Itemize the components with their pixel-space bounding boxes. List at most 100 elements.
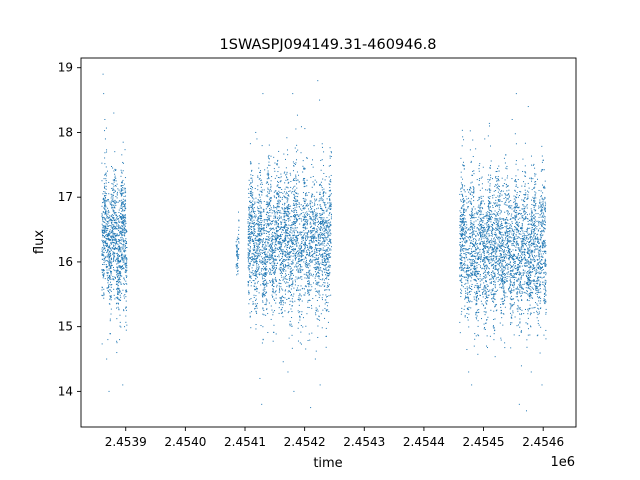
data-point xyxy=(296,220,298,222)
data-point xyxy=(309,254,311,256)
data-point xyxy=(114,179,116,180)
data-point xyxy=(249,215,251,216)
data-point xyxy=(312,241,314,243)
data-point xyxy=(313,237,315,239)
data-point xyxy=(121,266,123,268)
data-point xyxy=(283,221,285,223)
data-point xyxy=(236,264,238,266)
data-point xyxy=(542,192,544,194)
data-point xyxy=(328,228,330,230)
data-point xyxy=(530,312,532,314)
data-point xyxy=(297,260,299,262)
data-point xyxy=(252,259,254,261)
data-point xyxy=(248,209,250,211)
data-point xyxy=(236,254,238,256)
data-point xyxy=(121,194,123,196)
data-point xyxy=(479,242,481,244)
data-point xyxy=(475,252,477,254)
data-point xyxy=(120,275,122,277)
data-point xyxy=(328,270,330,272)
data-point xyxy=(271,212,273,214)
data-point xyxy=(318,272,320,274)
data-point xyxy=(254,238,256,240)
data-point xyxy=(114,207,116,209)
data-point xyxy=(106,215,108,217)
data-point xyxy=(304,246,306,248)
data-point xyxy=(299,259,301,261)
data-point xyxy=(106,238,108,240)
data-point xyxy=(279,269,281,271)
data-point xyxy=(118,225,120,227)
data-point xyxy=(315,295,317,297)
data-point xyxy=(324,222,326,224)
data-point xyxy=(314,251,316,253)
data-point xyxy=(323,223,325,225)
data-point xyxy=(258,273,260,275)
data-point xyxy=(292,273,294,275)
data-point xyxy=(271,247,273,249)
data-point xyxy=(110,253,112,255)
data-point xyxy=(288,252,290,254)
data-point xyxy=(254,261,256,263)
data-point xyxy=(247,231,249,233)
data-point xyxy=(108,256,110,258)
data-point xyxy=(250,233,252,235)
data-point xyxy=(317,237,319,239)
data-point xyxy=(496,269,498,271)
data-point xyxy=(262,251,264,253)
data-point xyxy=(284,237,286,239)
data-point xyxy=(295,220,297,222)
data-point xyxy=(326,232,328,234)
data-point xyxy=(528,263,530,265)
data-point xyxy=(251,258,253,260)
data-point xyxy=(285,265,287,267)
data-point xyxy=(252,240,254,242)
data-point xyxy=(469,247,471,249)
data-point xyxy=(271,267,273,269)
data-point xyxy=(298,231,300,233)
data-point xyxy=(250,194,252,196)
data-point xyxy=(498,196,500,198)
data-point xyxy=(104,187,106,189)
data-point xyxy=(257,243,259,245)
data-point xyxy=(248,292,250,294)
data-point xyxy=(322,178,324,180)
data-point xyxy=(516,256,518,258)
data-point xyxy=(476,292,478,294)
data-point xyxy=(112,228,114,230)
data-point xyxy=(287,204,289,206)
data-point xyxy=(123,217,125,219)
data-point xyxy=(320,208,322,210)
data-point xyxy=(250,206,252,208)
data-point xyxy=(108,263,110,265)
data-point xyxy=(308,213,310,215)
data-point xyxy=(296,287,298,289)
data-point xyxy=(105,180,107,182)
data-point xyxy=(113,241,115,243)
data-point xyxy=(519,191,521,193)
data-point xyxy=(115,242,117,244)
data-point xyxy=(306,157,308,159)
data-point xyxy=(304,277,306,279)
data-point xyxy=(104,192,106,194)
data-point xyxy=(258,239,260,241)
data-point xyxy=(309,216,311,218)
data-point xyxy=(311,219,313,221)
data-point xyxy=(308,289,310,291)
data-point xyxy=(327,309,329,311)
data-point xyxy=(275,241,277,243)
data-point xyxy=(328,219,330,221)
data-point xyxy=(285,214,287,216)
data-point xyxy=(118,227,120,229)
data-point xyxy=(275,231,277,233)
data-point xyxy=(317,230,319,232)
data-point xyxy=(326,225,328,227)
data-point xyxy=(460,258,462,260)
data-point xyxy=(249,240,251,242)
data-point xyxy=(288,195,290,197)
data-point xyxy=(111,214,113,216)
data-point xyxy=(262,338,264,340)
data-point xyxy=(292,255,294,257)
data-point xyxy=(317,276,319,278)
data-point xyxy=(326,286,328,288)
